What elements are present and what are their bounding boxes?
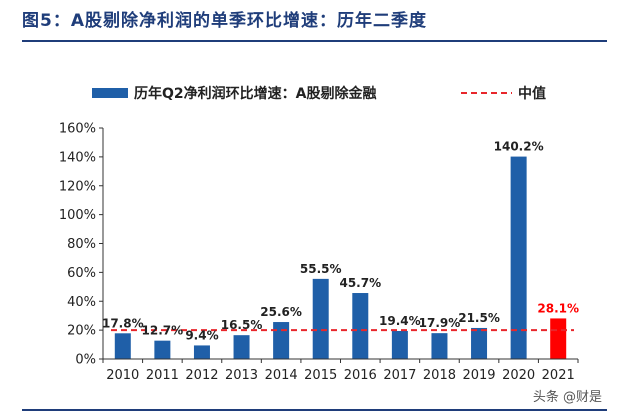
bar-2018 — [431, 333, 448, 359]
x-tick-label: 2015 — [304, 368, 337, 383]
data-label: 21.5% — [458, 311, 500, 325]
y-axis: 0% 20% 40% 60% 80% 100% 120% 140% 160% — [59, 122, 104, 368]
bars-group — [114, 156, 567, 359]
y-tick-label: 120% — [59, 179, 96, 194]
x-tick-label: 2018 — [423, 368, 456, 383]
bar-2015 — [312, 278, 329, 359]
y-tick-label: 80% — [67, 237, 96, 252]
legend-median-label: 中值 — [518, 85, 546, 102]
data-label: 45.7% — [339, 276, 381, 290]
data-label: 19.4% — [379, 314, 421, 328]
x-tick-label: 2021 — [542, 368, 575, 383]
x-tick-label: 2012 — [185, 368, 218, 383]
x-tick-label: 2019 — [462, 368, 495, 383]
data-labels-group: 17.8%12.7% 9.4%16.5%25.6%55.5%45.7%19.4%1… — [102, 140, 579, 343]
x-tick-label: 2013 — [225, 368, 258, 383]
bar-2014 — [273, 322, 290, 359]
data-label: 140.2% — [494, 140, 544, 154]
legend-bar-label: 历年Q2净利润环比增速：A股剔除金融 — [134, 85, 376, 102]
bar-2019 — [471, 327, 488, 359]
title-divider — [22, 40, 607, 42]
bar-2016 — [352, 293, 369, 359]
x-tick-label: 2016 — [344, 368, 377, 383]
bar-2021 — [550, 318, 567, 359]
x-tick-label: 2020 — [502, 368, 535, 383]
y-tick-label: 140% — [59, 150, 96, 165]
y-tick-label: 0% — [75, 353, 96, 368]
data-label: 28.1% — [537, 301, 579, 315]
x-tick-label: 2011 — [146, 368, 179, 383]
y-tick-label: 40% — [67, 295, 96, 310]
y-tick-label: 100% — [59, 208, 96, 223]
x-tick-label: 2017 — [383, 368, 416, 383]
bar-2020 — [510, 156, 527, 359]
x-tick-label: 2014 — [265, 368, 298, 383]
data-label: 16.5% — [221, 318, 263, 332]
bottom-divider — [22, 409, 607, 411]
data-label: 12.7% — [142, 324, 184, 338]
legend-bar-swatch — [92, 88, 128, 98]
data-label: 9.4% — [185, 328, 218, 342]
bar-2011 — [154, 340, 171, 359]
bar-2017 — [391, 330, 408, 359]
y-tick-label: 160% — [59, 122, 96, 137]
data-label: 55.5% — [300, 262, 342, 276]
data-label: 17.9% — [419, 316, 461, 330]
y-tick-label: 60% — [67, 266, 96, 281]
y-tick-label: 20% — [67, 324, 96, 339]
watermark: 头条 @财是 — [532, 390, 602, 405]
data-label: 25.6% — [260, 305, 302, 319]
x-tick-label: 2010 — [106, 368, 139, 383]
bar-2013 — [233, 335, 250, 359]
data-label: 17.8% — [102, 316, 144, 330]
chart-legend: 历年Q2净利润环比增速：A股剔除金融 中值 — [92, 85, 546, 102]
x-axis: 2010 2011 2012 2013 2014 2015 2016 2017 2018 2019… — [102, 358, 579, 383]
bar-2012 — [193, 345, 210, 359]
figure-title: 图5：A股剔除净利润的单季环比增速：历年二季度 — [22, 11, 427, 31]
bar-2010 — [114, 333, 131, 359]
